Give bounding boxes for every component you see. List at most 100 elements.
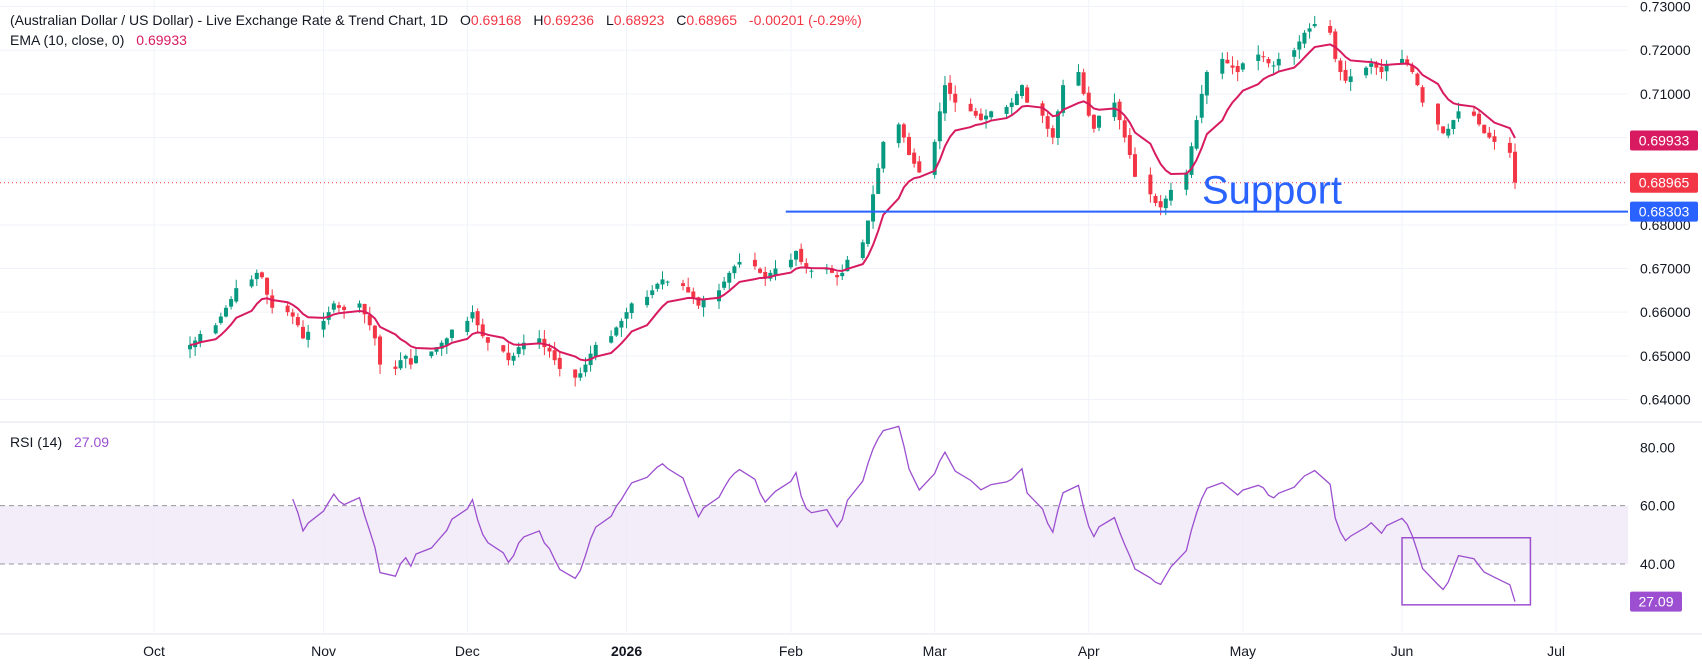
candle-body <box>1276 58 1281 66</box>
candle <box>1364 66 1369 79</box>
low-value: 0.68923 <box>613 12 665 28</box>
candle <box>213 323 218 335</box>
candle <box>1204 70 1209 105</box>
candle-body <box>1307 28 1312 32</box>
candle <box>619 318 624 337</box>
candle-body <box>1369 63 1374 67</box>
candle-body <box>912 152 917 164</box>
price-tick-label: 0.66000 <box>1640 304 1691 320</box>
candle-body <box>470 312 475 319</box>
candle <box>727 271 732 290</box>
candle <box>968 98 973 112</box>
rsi-pane[interactable] <box>0 425 1628 606</box>
candle-body <box>1081 72 1086 94</box>
candle-body <box>413 355 418 364</box>
candle-body <box>1009 102 1014 108</box>
candle-body <box>1348 76 1353 83</box>
candle <box>840 264 845 281</box>
rsi-line <box>292 425 1516 602</box>
candle-body <box>1297 41 1302 50</box>
candle-body <box>953 93 958 103</box>
candle <box>660 271 665 290</box>
candle <box>942 75 947 121</box>
rsi-value-marker: 27.09 <box>1630 591 1682 612</box>
candle <box>1025 84 1030 104</box>
rsi-highlight-box[interactable] <box>1401 537 1532 606</box>
candle <box>1009 98 1014 116</box>
candle <box>1097 115 1102 132</box>
candle-body <box>968 103 973 112</box>
chart-legend: (Australian Dollar / US Dollar) - Live E… <box>10 12 862 28</box>
candle-body <box>665 281 670 283</box>
candle-body <box>788 259 793 268</box>
candle <box>223 305 228 318</box>
candle-body <box>578 373 583 378</box>
candle-body <box>480 324 485 337</box>
candle <box>1168 182 1173 206</box>
candle-body <box>1184 172 1189 190</box>
rsi-axis[interactable]: 80.00 60.00 40.00 27.09 <box>1630 439 1682 612</box>
candle-body <box>681 283 686 286</box>
candle <box>393 360 398 376</box>
candle <box>1256 45 1261 71</box>
candle-body <box>984 115 989 120</box>
price-pane[interactable]: Support <box>0 15 1628 387</box>
candle-body <box>573 369 578 378</box>
candle <box>372 324 377 346</box>
candle-body <box>301 326 306 339</box>
candle-body <box>716 290 721 302</box>
open-label: O <box>459 12 471 28</box>
candle-body <box>331 303 336 310</box>
candle <box>336 301 341 314</box>
time-axis[interactable]: Oct Nov Dec 2026 Feb Mar Apr May Jun Jul <box>143 643 1565 659</box>
candle <box>799 243 804 265</box>
candle-body <box>1446 128 1451 136</box>
price-tick-label: 0.67000 <box>1640 261 1691 277</box>
ema-line <box>189 43 1516 362</box>
candle-body <box>701 299 706 308</box>
price-axis[interactable]: 0.730000.720000.710000.700000.690000.680… <box>1630 0 1698 407</box>
candle-body <box>475 311 480 326</box>
candle-body <box>1230 65 1235 68</box>
candle-body <box>1266 59 1271 64</box>
candle-body <box>1513 151 1518 183</box>
rsi-legend: RSI (14) 27.09 <box>10 434 109 450</box>
candle <box>1271 61 1276 76</box>
time-tick-label: Dec <box>455 643 480 659</box>
candle <box>254 269 259 286</box>
candle-body <box>1256 54 1261 61</box>
candle <box>989 110 994 120</box>
candle-body <box>1061 85 1066 113</box>
candle-body <box>439 342 444 349</box>
candle <box>290 308 295 325</box>
rsi-tick-label: 80.00 <box>1640 439 1675 455</box>
candle <box>1456 102 1461 122</box>
candle-body <box>1384 65 1389 72</box>
candle <box>1220 52 1225 80</box>
candle <box>788 253 793 270</box>
candle <box>871 185 876 229</box>
candle <box>624 307 629 329</box>
candle <box>794 250 799 266</box>
candle <box>614 326 619 337</box>
candle <box>1127 128 1132 159</box>
candle <box>984 109 989 129</box>
candle-body <box>1220 58 1225 74</box>
candle <box>1019 84 1024 99</box>
candle-body <box>1343 69 1348 81</box>
candle-body <box>1019 85 1024 96</box>
candle-body <box>393 366 398 369</box>
time-tick-label: Apr <box>1078 643 1100 659</box>
candle-body <box>1040 103 1045 116</box>
candle <box>1420 84 1425 107</box>
candle <box>234 279 239 304</box>
candle <box>686 277 691 293</box>
candle <box>917 155 922 173</box>
open-value: 0.69168 <box>470 12 522 28</box>
candle <box>506 343 511 366</box>
candle <box>655 282 660 292</box>
candle-body <box>429 351 434 357</box>
candle-body <box>516 347 521 354</box>
candle <box>485 336 490 351</box>
